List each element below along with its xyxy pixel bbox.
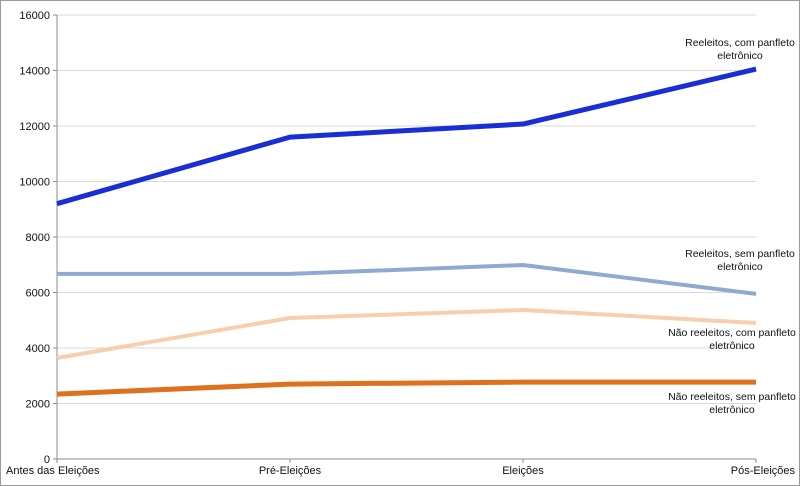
series-lines xyxy=(56,66,757,397)
y-tick-label: 8000 xyxy=(26,232,50,244)
series-label: eletrônico xyxy=(709,404,755,416)
x-tick-label: Antes das Eleições xyxy=(6,465,100,477)
series-line-0 xyxy=(56,66,757,207)
series-label: Não reeleitos, com panfleto xyxy=(668,327,796,339)
series-label: eletrônico xyxy=(717,261,763,273)
series-line-2 xyxy=(56,307,757,360)
y-tick-label: 0 xyxy=(44,454,50,466)
y-tick-label: 16000 xyxy=(19,10,50,22)
series-label: Não reeleitos, sem panfleto xyxy=(668,391,796,403)
series-labels: Reeleitos, com panfletoeletrônicoReeleit… xyxy=(668,37,796,416)
x-tick-label: Pré-Eleições xyxy=(259,465,322,477)
y-tick-label: 10000 xyxy=(19,177,50,189)
x-tick-label: Pós-Eleições xyxy=(731,465,796,477)
series-label: Reeleitos, com panfleto xyxy=(685,37,795,49)
y-tick-label: 2000 xyxy=(26,399,50,411)
gridlines xyxy=(57,14,756,404)
y-axis-ticks: 0 2000 4000 6000 8000 10000 12000 14000 16000 xyxy=(19,10,57,466)
series-label: Reeleitos, sem panfleto xyxy=(685,248,795,260)
y-tick-label: 12000 xyxy=(19,121,50,133)
x-axis-ticks: Antes das Eleições Pré-Eleições Eleições Pó… xyxy=(6,459,795,477)
y-tick-label: 6000 xyxy=(26,288,50,300)
series-line-1 xyxy=(57,263,757,296)
x-tick-label: Eleições xyxy=(502,465,544,477)
series-line-3 xyxy=(56,379,756,397)
y-tick-label: 14000 xyxy=(19,66,50,78)
series-label: eletrônico xyxy=(717,50,763,62)
series-label: eletrônico xyxy=(709,340,755,352)
y-tick-label: 4000 xyxy=(26,343,50,355)
